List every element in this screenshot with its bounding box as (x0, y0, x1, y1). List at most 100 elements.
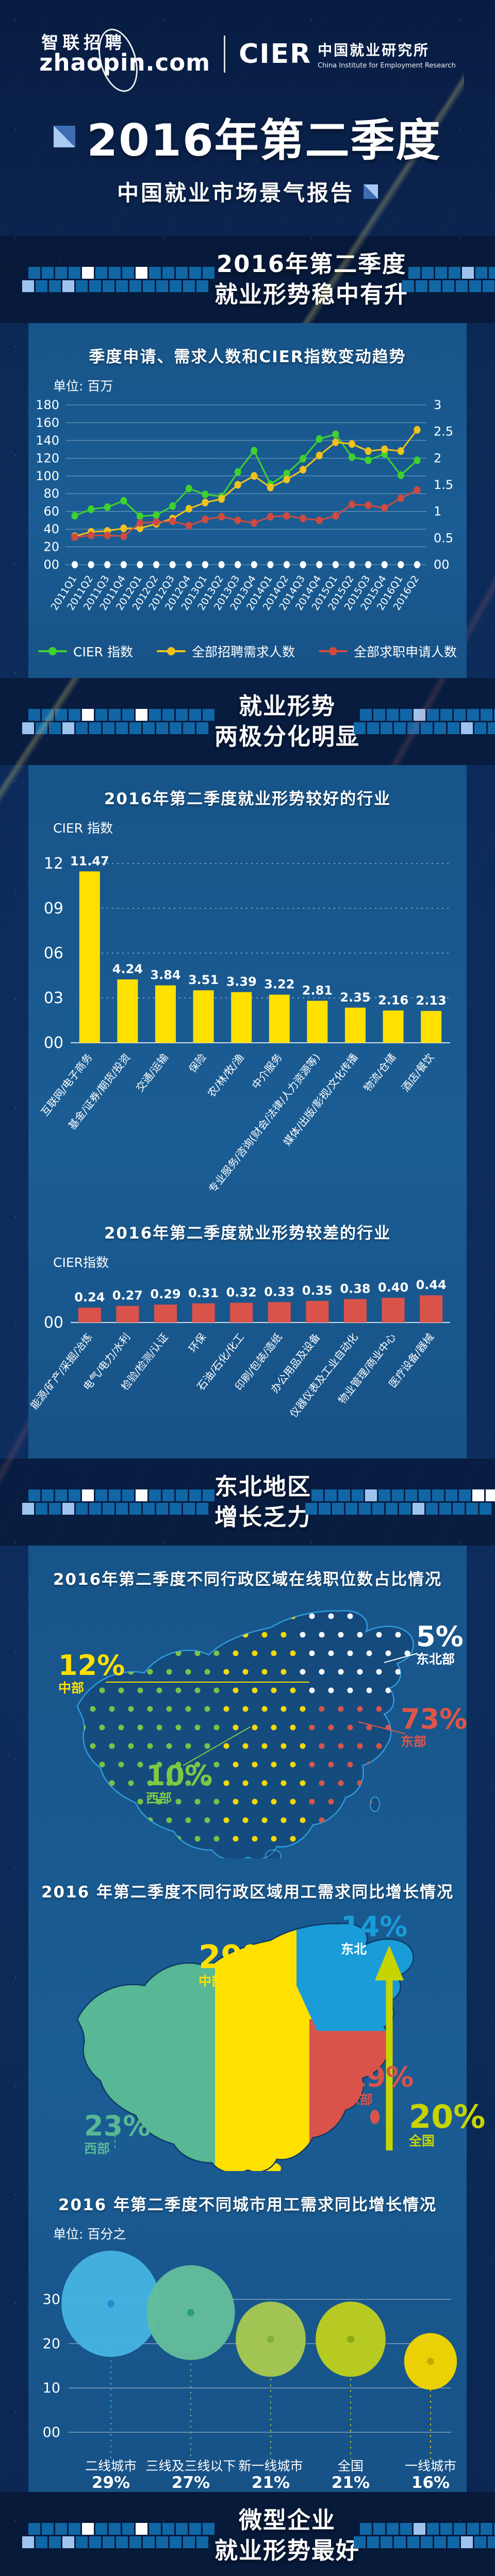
pixel-strip (354, 709, 495, 734)
pixel-cell (116, 280, 128, 292)
pixel-cell (42, 709, 54, 721)
pixel-cell (434, 722, 447, 734)
pixel-cell (416, 280, 428, 292)
map-region-label-东部: 73% 东部 (401, 1703, 468, 1749)
pixel-cell (440, 2523, 453, 2535)
svg-text:3.22: 3.22 (264, 977, 294, 992)
pixel-cell (414, 709, 426, 721)
svg-text:80: 80 (43, 486, 59, 501)
svg-text:仪器仪表及工业自动化: 仪器仪表及工业自动化 (287, 1331, 360, 1419)
svg-text:中介服务: 中介服务 (250, 1051, 285, 1091)
svg-text:00: 00 (43, 2425, 60, 2441)
map-region-label-东北: 14% 东北 (341, 1910, 408, 1957)
pixel-cell (435, 267, 448, 279)
pixel-cell (407, 2536, 420, 2548)
svg-text:0.29: 0.29 (150, 1287, 180, 1301)
pixel-cell (338, 1489, 351, 1501)
pixel-cell (183, 280, 195, 292)
svg-text:1.5: 1.5 (434, 478, 453, 492)
svg-text:2.16: 2.16 (378, 993, 408, 1007)
pixel-cell (467, 2523, 480, 2535)
pixel-cell (474, 2536, 487, 2548)
svg-text:12: 12 (44, 855, 63, 873)
chart-legend: CIER 指数 全部招聘需求人数 全部求职申请人数 (28, 639, 467, 678)
pixel-cell (176, 1489, 188, 1501)
city-growth-bubble-chart: 30 20 10 00 二线城市 29% 三线及三线以下 27% 新一线城市 21% 全国 21% 一线… (28, 2243, 467, 2492)
pixel-cell (162, 709, 174, 721)
pixel-cell (62, 2536, 74, 2548)
pixel-cell (22, 722, 34, 734)
pixel-cell (89, 280, 101, 292)
svg-text:0.38: 0.38 (340, 1281, 370, 1296)
pixel-cell (454, 2523, 466, 2535)
panel-quarterly-trend: 季度申请、需求人数和CIER指数变动趋势 单位: 百万 180 160 140 120… (28, 323, 467, 678)
section-title-2: 就业形势 两极分化明显 (214, 692, 360, 750)
pixel-cell (76, 2536, 88, 2548)
pixel-cell (176, 267, 188, 279)
pixel-cell (486, 1489, 495, 1501)
pixel-cell (466, 1503, 478, 1515)
svg-text:农/林/牧/渔: 农/林/牧/渔 (205, 1051, 247, 1099)
pixel-cell (381, 2536, 393, 2548)
pixel-cell (95, 1489, 107, 1501)
pixel-cell (394, 722, 406, 734)
pixel-cell (82, 2523, 94, 2535)
pixel-cell (62, 1503, 74, 1515)
svg-text:2.35: 2.35 (340, 990, 370, 1005)
pixel-cell (136, 267, 147, 279)
pixel-cell (474, 722, 487, 734)
map-region-label-西部: 23% 西部 (84, 2110, 151, 2156)
pixel-cell (122, 2523, 134, 2535)
pixel-cell (122, 709, 134, 721)
pixel-cell (55, 1489, 67, 1501)
pixel-cell (49, 1503, 61, 1515)
pixel-cell (394, 2536, 406, 2548)
map-region-label-中部: 12% 中部 (58, 1649, 125, 1696)
pixel-cell (143, 2536, 155, 2548)
svg-text:物流/仓储: 物流/仓储 (361, 1051, 398, 1094)
svg-text:全国: 全国 (338, 2459, 364, 2473)
svg-text:11.47: 11.47 (70, 854, 109, 868)
pixel-cell (481, 2523, 493, 2535)
map-region-label-东北部: 5% 东北部 (416, 1620, 464, 1667)
pixel-cell (373, 709, 386, 721)
pixel-cell (440, 709, 453, 721)
svg-text:06: 06 (44, 944, 63, 962)
chart-title: 2016年第二季度就业形势较差的行业 (104, 1224, 391, 1243)
pixel-cell (28, 709, 40, 721)
pixel-cell (469, 280, 482, 292)
section-title-1: 2016年第二季度 就业形势稳中有升 (214, 250, 409, 308)
pixel-cell (143, 1503, 155, 1515)
pixel-cell (176, 2523, 188, 2535)
svg-text:3.39: 3.39 (226, 975, 257, 989)
pixel-strip (22, 2523, 214, 2548)
pixel-cell (76, 722, 88, 734)
pixel-strip (402, 267, 495, 292)
pixel-cell (95, 2523, 107, 2535)
pixel-cell (432, 1489, 444, 1501)
logo-divider (224, 36, 226, 73)
section-title-3: 东北地区 增长乏力 (214, 1473, 312, 1531)
section-band-2: 就业形势 两极分化明显 (0, 678, 495, 765)
pixel-cell (49, 722, 61, 734)
pixel-cell (456, 280, 468, 292)
good-industries-bar-chart: 12 09 06 03 00 11.47 互联网/电子商务 4.24 基金/证券/期货/投资 3.… (28, 837, 467, 1199)
legend-item: 全部求职申请人数 (318, 642, 457, 660)
svg-text:保险: 保险 (186, 1051, 209, 1075)
pixel-cell (116, 722, 128, 734)
pixel-cell (55, 709, 67, 721)
pixel-cell (429, 280, 441, 292)
pixel-cell (95, 267, 107, 279)
pixel-cell (367, 722, 380, 734)
pixel-cell (365, 1489, 377, 1501)
pixel-cell (89, 2536, 101, 2548)
panel-industries: 2016年第二季度就业形势较好的行业 CIER 指数 12 09 06 03 00 11.… (28, 765, 467, 1459)
pixel-cell (170, 280, 182, 292)
svg-text:29%: 29% (92, 2473, 130, 2490)
svg-text:03: 03 (44, 989, 63, 1007)
pixel-cell (170, 722, 182, 734)
svg-text:40: 40 (43, 522, 59, 536)
svg-text:交通/运输: 交通/运输 (134, 1051, 171, 1094)
svg-text:09: 09 (44, 900, 63, 918)
svg-text:二线城市: 二线城市 (85, 2459, 137, 2473)
